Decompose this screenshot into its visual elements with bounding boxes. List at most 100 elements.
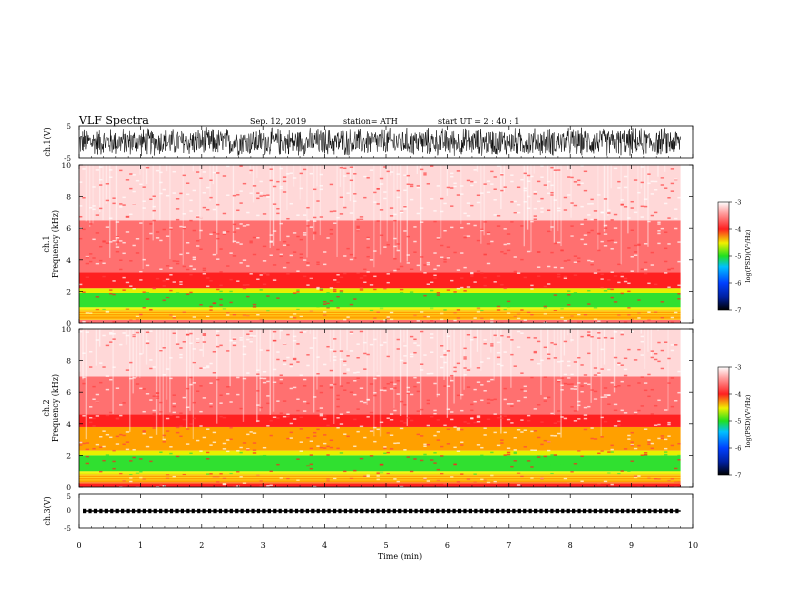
spectrum-speckle — [426, 263, 431, 266]
spectrum-speckle — [567, 377, 571, 379]
spectrum-streak — [396, 165, 398, 250]
spectrum-speckle — [229, 472, 233, 475]
spectrum-speckle — [286, 244, 290, 246]
spectrum-speckle — [333, 383, 337, 386]
ch3-pulse — [213, 508, 217, 514]
spectrum-speckle — [526, 456, 531, 459]
spectrum-speckle — [630, 330, 634, 333]
spectrum-streak — [299, 165, 301, 200]
spectrum-streak — [496, 329, 499, 338]
spectrum-speckle — [246, 449, 250, 451]
spectrum-speckle — [547, 449, 551, 452]
ch3-pulse — [294, 508, 299, 514]
spectrum-speckle — [266, 395, 270, 397]
spectrum-speckle — [189, 423, 193, 425]
spectrum-speckle — [316, 286, 320, 289]
spectrum-speckle — [89, 297, 93, 299]
spectrum-speckle — [563, 320, 568, 322]
spectrum-speckle — [446, 428, 451, 431]
spectrum-speckle — [550, 184, 554, 187]
spectrum-speckle — [262, 213, 267, 215]
spectrum-speckle — [617, 180, 621, 183]
spectrum-speckle — [540, 359, 544, 362]
ch3-pulse — [468, 508, 473, 514]
spectrum-speckle — [175, 455, 180, 458]
spectrum-speckle — [577, 179, 581, 182]
spectrum-speckle — [162, 228, 166, 231]
spectrum-speckle — [403, 230, 407, 232]
spectrum-speckle — [189, 383, 193, 386]
spectrum-speckle — [202, 341, 207, 343]
spectrum-speckle — [356, 229, 360, 232]
spectrum-speckle — [567, 290, 571, 292]
spectrum-speckle — [319, 446, 324, 449]
spectrum-speckle — [346, 316, 350, 318]
spectrum-speckle — [450, 172, 454, 175]
spectrum-streak — [343, 165, 345, 209]
spectrum-streak — [242, 329, 245, 422]
spectrum-speckle — [196, 245, 200, 247]
spectrum-speckle — [115, 236, 120, 238]
spectrum-speckle — [526, 336, 531, 339]
spectrum-streak — [419, 165, 422, 271]
spectrum-speckle — [276, 400, 280, 402]
no-data-region — [680, 329, 693, 487]
spectrum-speckle — [169, 357, 173, 359]
spectrum-speckle — [443, 309, 447, 311]
spectrum-speckle — [102, 430, 106, 432]
spectrum-speckle — [577, 400, 581, 403]
spectrum-speckle — [149, 223, 153, 225]
spectrum-speckle — [92, 205, 96, 207]
spectrum-speckle — [379, 234, 384, 237]
spectrum-speckle — [366, 236, 370, 239]
spectrum-streak — [436, 329, 439, 398]
spectrum-speckle — [613, 425, 618, 427]
spectrum-speckle — [523, 396, 527, 399]
spectrum-speckle — [152, 427, 156, 429]
spectrum-speckle — [419, 168, 424, 171]
ch3-pulse — [169, 508, 174, 514]
spectrum-speckle — [236, 194, 240, 196]
ch3-pulse — [360, 508, 364, 514]
spectrum-speckle — [590, 335, 594, 338]
spectrum-speckle — [406, 262, 410, 264]
spectrum-speckle — [664, 447, 668, 450]
spectrum-speckle — [473, 336, 477, 339]
spectrum-speckle — [536, 455, 541, 457]
spectrum-speckle — [145, 292, 150, 294]
spectrum-speckle — [466, 333, 471, 336]
spectrum-speckle — [336, 295, 340, 298]
spectrum-speckle — [159, 411, 163, 413]
spectrum-speckle — [269, 470, 273, 473]
spectrum-speckle — [379, 307, 384, 310]
spectrum-speckle — [647, 441, 651, 443]
spectrum-speckle — [172, 402, 176, 405]
spectrum-speckle — [196, 215, 200, 218]
spectrum-speckle — [209, 196, 213, 199]
spectrum-speckle — [450, 374, 454, 377]
spectrum-speckle — [553, 294, 558, 296]
spectrum-speckle — [587, 231, 591, 234]
spectrum-speckle — [109, 289, 113, 291]
spectrum-speckle — [513, 449, 517, 451]
spectrum-speckle — [653, 298, 658, 301]
spectrum-streak — [272, 165, 275, 246]
spectrum-speckle — [296, 235, 300, 238]
spectrum-speckle — [416, 390, 420, 393]
spectrum-speckle — [259, 180, 263, 183]
spectrum-streak — [503, 165, 505, 193]
spectrum-speckle — [557, 380, 561, 383]
spectrum-speckle — [85, 466, 90, 468]
spectrum-speckle — [463, 374, 467, 376]
spectrum-speckle — [276, 417, 280, 419]
spectrum-speckle — [296, 214, 300, 216]
spectrum-speckle — [547, 209, 551, 212]
spectrum-speckle — [627, 247, 631, 249]
spectrum-speckle — [239, 262, 243, 264]
spectrum-speckle — [587, 214, 591, 216]
spectrum-speckle — [510, 403, 514, 405]
spectrum-speckle — [246, 224, 250, 226]
spectrum-speckle — [590, 427, 594, 429]
spectrum-speckle — [359, 218, 364, 221]
spectrum-streak — [557, 165, 559, 232]
